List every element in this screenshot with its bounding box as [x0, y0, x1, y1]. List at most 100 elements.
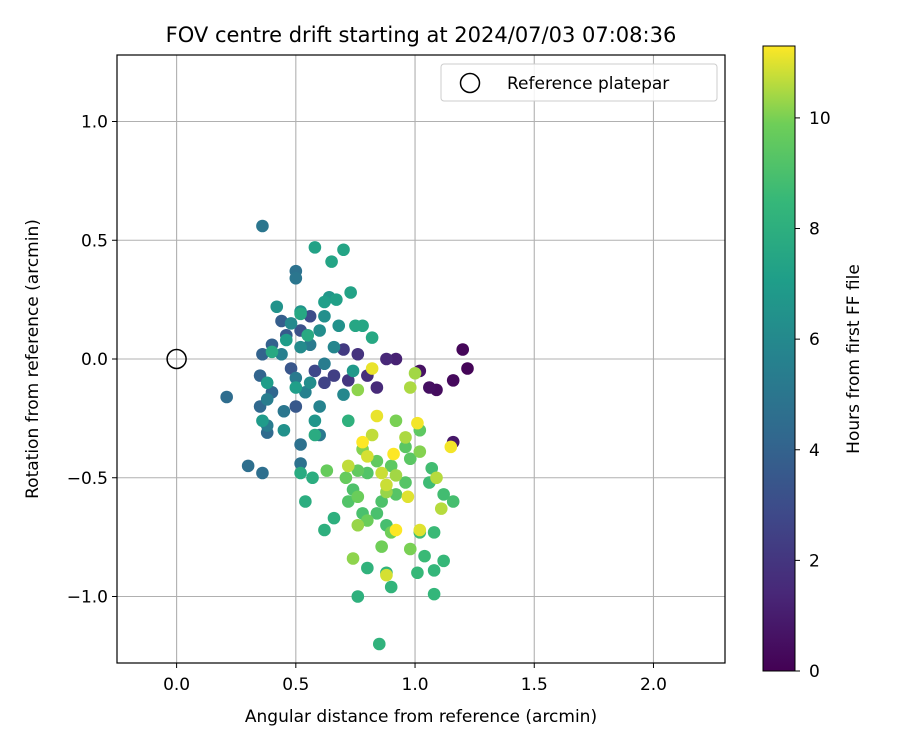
scatter-point [375, 495, 388, 508]
scatter-point [337, 388, 350, 401]
scatter-point [411, 416, 424, 430]
scatter-point [408, 366, 422, 380]
scatter-point [389, 488, 403, 501]
scatter-point [346, 364, 360, 378]
scatter-point [265, 345, 279, 359]
colorbar-label: Hours from first FF file [844, 264, 864, 454]
scatter-point [425, 461, 439, 475]
scatter-point [330, 293, 343, 306]
scatter-point [284, 362, 298, 375]
scatter-point [430, 471, 443, 485]
scatter-point [289, 400, 303, 413]
scatter-point [341, 374, 355, 387]
scatter-point [339, 471, 353, 485]
x-tick-label: 2.0 [640, 675, 667, 695]
scatter-point [370, 409, 384, 423]
grid-lines [117, 55, 725, 663]
scatter-point [275, 347, 288, 361]
scatter-point [437, 554, 450, 568]
scatter-point [365, 362, 379, 375]
scatter-point [380, 352, 393, 366]
scatter-point [461, 362, 474, 375]
scatter-point [413, 523, 427, 537]
scatter-point [399, 476, 412, 489]
scatter-point [389, 523, 403, 537]
y-tick-label: −1.0 [67, 588, 108, 608]
scatter-point [220, 390, 233, 404]
scatter-point [294, 307, 307, 321]
scatter-point [361, 450, 374, 463]
scatter-point [434, 502, 448, 515]
scatter-point [365, 428, 379, 442]
y-tick-label: −0.5 [67, 469, 108, 489]
scatter-point [411, 566, 424, 580]
scatter-point [389, 414, 403, 428]
scatter-point [384, 580, 398, 594]
scatter-point [279, 333, 293, 347]
y-tick-label: 1.0 [81, 113, 108, 133]
scatter-point [284, 317, 298, 330]
x-axis-ticks: 0.0 0.5 1.0 1.5 2.0 [163, 663, 667, 695]
scatter-point [413, 445, 427, 458]
colorbar-tick-label: 6 [809, 330, 820, 350]
scatter-point [399, 440, 412, 454]
scatter-point [256, 219, 269, 233]
scatter-point [313, 324, 326, 337]
scatter-point [427, 526, 441, 539]
scatter-point [318, 357, 331, 371]
scatter-point [294, 340, 307, 354]
scatter-point [446, 495, 460, 508]
scatter-point [384, 459, 398, 473]
scatter-point [456, 343, 470, 356]
scatter-point [270, 300, 284, 314]
scatter-point [308, 414, 322, 428]
y-axis-ticks: 1.0 0.5 0.0 −0.5 −1.0 [67, 113, 117, 608]
scatter-point [351, 518, 365, 532]
colorbar-tick-label: 8 [809, 220, 820, 240]
scatter-point [341, 414, 355, 428]
scatter-point [303, 309, 317, 323]
legend-box [440, 63, 718, 102]
scatter-point [308, 241, 322, 254]
scatter-points [220, 219, 474, 651]
scatter-point [308, 428, 322, 442]
scatter-point [365, 331, 379, 344]
colorbar-ticks: 0 2 4 6 8 10 [795, 109, 831, 682]
colorbar-tick-label: 0 [809, 662, 820, 682]
scatter-point [294, 438, 307, 451]
scatter-point [437, 488, 450, 501]
scatter-point [318, 309, 331, 323]
scatter-point [256, 347, 269, 361]
scatter-point [301, 328, 315, 342]
scatter-point [256, 466, 269, 480]
legend-entry-reference: Reference platepar [507, 74, 669, 94]
scatter-point [332, 319, 346, 333]
scatter-point [327, 511, 341, 525]
scatter-point [401, 490, 415, 504]
scatter-point [418, 549, 431, 563]
y-axis-label: Rotation from reference (arcmin) [23, 219, 43, 499]
scatter-point [346, 552, 360, 565]
scatter-point [361, 466, 374, 480]
x-tick-label: 0.0 [163, 675, 190, 695]
legend-circle-icon [459, 72, 481, 94]
y-tick-label: 0.0 [81, 350, 108, 370]
scatter-point [318, 295, 331, 309]
scatter-point [356, 435, 369, 449]
scatter-point [341, 495, 355, 508]
scatter-point [303, 338, 317, 352]
scatter-point [351, 347, 365, 361]
scatter-point [351, 383, 365, 397]
colorbar-gradient [762, 45, 796, 672]
scatter-point [370, 454, 384, 468]
scatter-point [303, 376, 317, 390]
scatter-point [403, 381, 417, 394]
reference-platepar-marker [166, 348, 187, 370]
scatter-point [275, 314, 288, 328]
scatter-point [260, 393, 274, 406]
scatter-point [370, 381, 384, 394]
scatter-point [427, 587, 441, 601]
scatter-point [399, 431, 412, 444]
scatter-point [289, 271, 303, 285]
